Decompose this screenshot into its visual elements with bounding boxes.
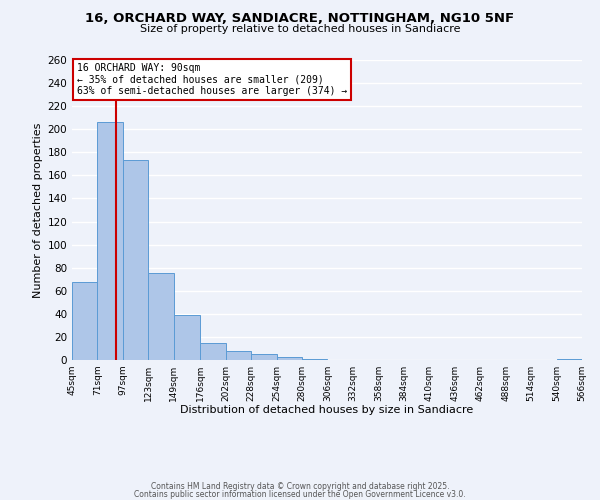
Text: 16 ORCHARD WAY: 90sqm
← 35% of detached houses are smaller (209)
63% of semi-det: 16 ORCHARD WAY: 90sqm ← 35% of detached … <box>77 63 347 96</box>
Bar <box>200 342 226 360</box>
X-axis label: Distribution of detached houses by size in Sandiacre: Distribution of detached houses by size … <box>181 406 473 415</box>
Bar <box>174 315 200 360</box>
Bar <box>123 160 148 360</box>
Text: Contains HM Land Registry data © Crown copyright and database right 2025.: Contains HM Land Registry data © Crown c… <box>151 482 449 491</box>
Bar <box>226 351 251 360</box>
Y-axis label: Number of detached properties: Number of detached properties <box>33 122 43 298</box>
Bar <box>251 354 277 360</box>
Text: Size of property relative to detached houses in Sandiacre: Size of property relative to detached ho… <box>140 24 460 34</box>
Bar <box>97 122 123 360</box>
Bar <box>557 359 582 360</box>
Bar <box>72 282 97 360</box>
Text: 16, ORCHARD WAY, SANDIACRE, NOTTINGHAM, NG10 5NF: 16, ORCHARD WAY, SANDIACRE, NOTTINGHAM, … <box>85 12 515 26</box>
Bar <box>148 274 174 360</box>
Bar <box>277 356 302 360</box>
Bar <box>302 359 328 360</box>
Text: Contains public sector information licensed under the Open Government Licence v3: Contains public sector information licen… <box>134 490 466 499</box>
